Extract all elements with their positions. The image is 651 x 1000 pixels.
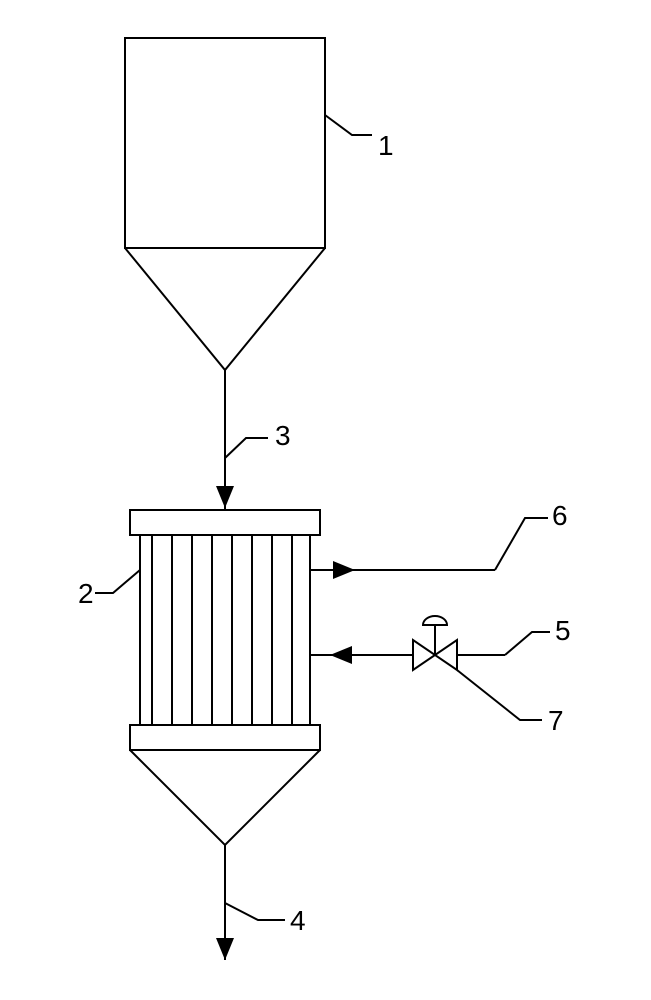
exchanger-top-header	[130, 510, 320, 535]
leader-3	[225, 438, 268, 458]
hopper-body	[125, 38, 325, 248]
pipe-6-arrow	[333, 561, 355, 579]
process-diagram: 1 2 3 4 5 6 7	[0, 0, 651, 1000]
leader-5	[505, 632, 550, 655]
hopper-cone	[125, 248, 325, 370]
leader-4	[225, 903, 285, 920]
label-4: 4	[290, 905, 306, 936]
pipe-3-arrow	[216, 486, 234, 508]
leader-7	[457, 670, 542, 720]
label-3: 3	[275, 420, 291, 451]
exchanger-cone	[130, 750, 320, 845]
valve-dome	[423, 616, 447, 625]
leader-2	[95, 570, 140, 593]
pipe-5-arrow	[330, 646, 352, 664]
label-6: 6	[552, 500, 568, 531]
label-7: 7	[548, 705, 564, 736]
exchanger-tube-box	[140, 535, 310, 725]
pipe-4-arrow	[216, 938, 234, 960]
label-5: 5	[555, 615, 571, 646]
label-1: 1	[378, 130, 394, 161]
leader-1	[325, 115, 372, 135]
label-2: 2	[78, 578, 94, 609]
exchanger-bottom-header	[130, 725, 320, 750]
leader-6	[495, 518, 548, 570]
